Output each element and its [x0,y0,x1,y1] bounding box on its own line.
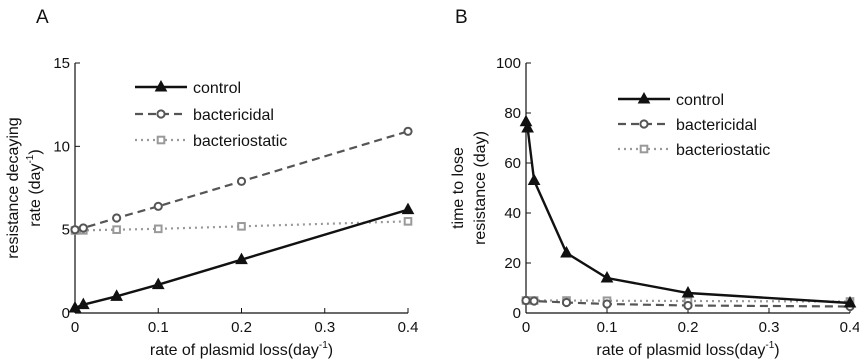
series-control [519,114,857,308]
data-point-control [681,285,695,298]
data-point-control [76,297,90,310]
data-point-bactericidal [561,297,572,308]
legend: control bactericidal bacteriostatic [135,79,287,150]
x-tick-label: 0.2 [231,319,252,336]
panel-label: B [455,7,468,28]
data-point-bacteriostatic [237,222,246,231]
chart-panel-a: A 0 0.1 0.2 0.3 0.4 0 5 10 15 rate of plasmid loss… [5,7,418,359]
x-axis-label: rate of plasmid loss(day-1) [150,340,333,359]
y-tick-label: 0 [62,305,70,322]
y-axis-label-line2: rate (day-1) [25,149,44,226]
y-axis-label-line2: resistance (day) [472,131,489,245]
data-point-bactericidal [602,299,612,309]
data-point-control [600,270,614,283]
legend-marker-bacteriostatic [639,144,649,154]
data-point-control [235,252,248,265]
y-tick-label: 20 [504,255,521,272]
x-tick-label: 0.2 [678,319,699,336]
y-tick-label: 100 [496,55,521,72]
data-point-control [527,173,541,185]
x-tick-label: 0.1 [148,319,169,336]
data-point-bacteriostatic [403,217,413,226]
legend-label-bacteriostatic: bacteriostatic [676,142,770,159]
data-point-bactericidal [529,296,539,306]
data-point-bactericidal [78,223,88,233]
data-point-bactericidal [403,126,413,136]
series-bacteriostatic [70,217,413,235]
y-tick-label: 5 [62,222,70,239]
x-axis-label: rate of plasmid loss(day-1) [596,340,779,359]
data-point-bactericidal [153,201,163,211]
x-tick-label: 0.4 [398,319,419,336]
data-point-bacteriostatic [153,224,163,234]
data-point-control [151,277,165,290]
data-point-bactericidal [112,213,122,223]
y-tick-label: 60 [504,155,521,172]
data-point-bactericidal [521,295,531,306]
y-tick-label: 0 [513,305,521,322]
legend-marker-bactericidal [156,109,166,119]
y-tick-label: 10 [53,138,70,155]
y-tick-label: 40 [504,205,521,222]
data-point-bactericidal [683,300,693,311]
legend-marker-control [154,79,168,92]
legend-marker-control [637,91,651,104]
x-tick-label: 0.3 [759,319,780,336]
legend-label-control: control [193,80,241,97]
y-tick-label: 80 [504,105,521,122]
series-control [68,202,415,313]
chart-panel-b: B 0 0.1 0.2 0.3 0.4 0 20 40 60 80 100 rate of plasmi… [450,7,859,359]
legend-marker-bacteriostatic [156,135,166,145]
legend-marker-bactericidal [639,119,649,129]
y-axis-label-line1: resistance decaying [5,117,22,258]
data-point-bactericidal [236,176,247,186]
data-point-control [560,245,573,258]
y-tick-label: 15 [53,55,70,72]
legend-label-bactericidal: bactericidal [193,107,274,124]
x-tick-label: 0 [522,319,530,336]
x-tick-label: 0.4 [840,319,859,336]
x-tick-label: 0 [71,319,79,336]
legend-label-bactericidal: bactericidal [676,117,757,134]
series-bactericidal [70,126,413,235]
data-point-control [401,202,415,215]
legend: control bactericidal bacteriostatic [618,91,770,159]
data-point-control [110,289,123,301]
legend-label-control: control [676,92,724,109]
data-point-control [843,295,857,308]
data-point-control [521,120,534,133]
x-tick-label: 0.3 [314,319,335,336]
data-point-bactericidal [70,225,80,235]
panel-label: A [36,7,49,28]
data-point-control [68,300,82,313]
y-axis-label-line1: time to lose [450,147,467,229]
data-point-bacteriostatic [112,225,121,234]
x-tick-label: 0.1 [597,319,618,336]
legend-label-bacteriostatic: bacteriostatic [193,133,287,150]
